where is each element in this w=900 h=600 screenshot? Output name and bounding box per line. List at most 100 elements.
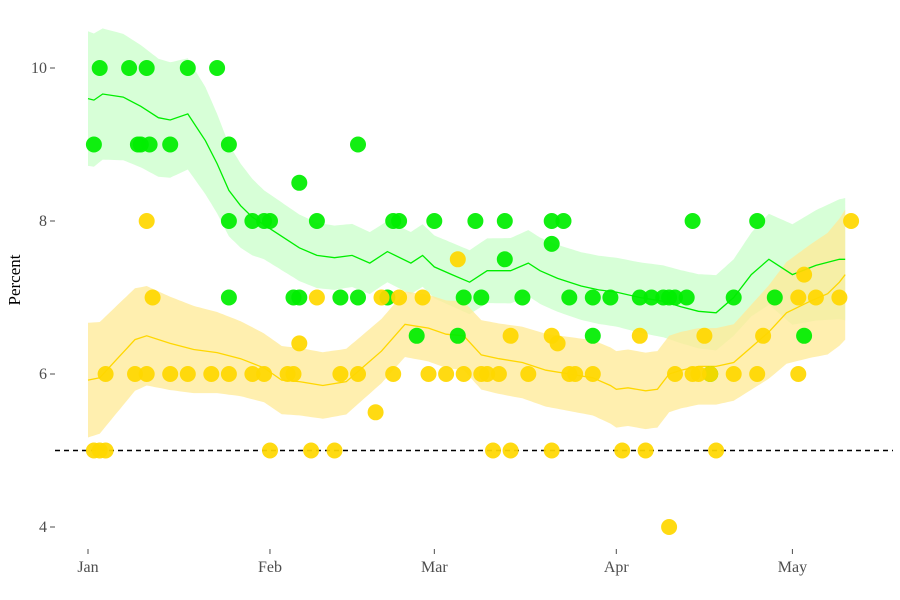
data-points	[85, 60, 860, 535]
data-point-series-2	[203, 366, 220, 382]
data-point-series-1	[350, 289, 366, 306]
data-point-series-1	[725, 289, 742, 306]
data-point-series-2	[502, 442, 519, 459]
data-point-series-2	[308, 289, 325, 306]
data-point-series-2	[667, 366, 683, 382]
data-point-series-2	[749, 366, 766, 382]
data-point-series-1	[308, 213, 325, 229]
data-point-series-1	[162, 136, 179, 153]
data-point-series-2	[138, 366, 155, 382]
data-point-series-2	[385, 366, 402, 382]
data-point-series-1	[141, 136, 158, 153]
data-point-series-1	[514, 289, 531, 306]
data-point-series-1	[602, 289, 619, 306]
data-point-series-2	[220, 366, 237, 382]
data-point-series-1	[496, 213, 513, 229]
data-point-series-2	[138, 213, 155, 229]
data-point-series-2	[332, 366, 349, 382]
data-point-series-2	[755, 327, 772, 344]
data-point-series-1	[467, 213, 484, 229]
data-point-series-2	[97, 442, 114, 459]
data-point-series-2	[303, 442, 320, 459]
data-point-series-2	[97, 366, 114, 382]
x-tick-label: May	[778, 559, 807, 576]
data-point-series-1	[350, 136, 366, 153]
data-point-series-2	[350, 366, 366, 382]
data-point-series-2	[725, 366, 742, 382]
confidence-band-2	[88, 209, 846, 438]
y-axis-title: Percent	[5, 254, 24, 305]
data-point-series-2	[831, 289, 848, 306]
data-point-series-2	[256, 366, 273, 382]
data-point-series-1	[291, 289, 308, 306]
trend-line-2	[87, 274, 846, 392]
data-point-series-2	[584, 366, 601, 382]
data-point-series-2	[696, 327, 713, 344]
data-point-series-1	[244, 213, 261, 229]
data-point-series-1	[555, 213, 572, 229]
data-point-series-1	[667, 289, 683, 306]
data-point-series-2	[127, 366, 143, 382]
data-point-series-1	[121, 60, 138, 76]
trend-line-1	[87, 93, 846, 314]
data-point-series-1	[766, 289, 783, 306]
data-point-series-1	[561, 289, 578, 306]
data-point-series-1	[678, 289, 695, 306]
data-point-series-2	[262, 442, 278, 459]
data-point-series-1	[179, 60, 196, 76]
data-point-series-2	[326, 442, 343, 459]
data-point-series-2	[790, 366, 807, 382]
data-point-series-1	[643, 289, 660, 306]
data-point-series-1	[220, 213, 237, 229]
confidence-band-1	[88, 28, 846, 351]
data-point-series-1	[220, 136, 237, 153]
data-point-series-1	[543, 213, 560, 229]
data-point-series-2	[438, 366, 455, 382]
data-point-series-2	[502, 327, 519, 344]
data-point-series-2	[179, 366, 196, 382]
data-point-series-1	[749, 213, 766, 229]
data-point-series-1	[391, 213, 408, 229]
data-point-series-1	[584, 327, 601, 344]
data-point-series-1	[408, 327, 425, 344]
data-point-series-1	[455, 289, 472, 306]
trend-lines	[87, 93, 846, 392]
data-point-series-2	[631, 327, 648, 344]
data-point-series-2	[637, 442, 654, 459]
data-point-series-2	[807, 289, 824, 306]
data-point-series-2	[543, 442, 560, 459]
data-point-series-1	[85, 136, 102, 153]
data-point-series-2	[790, 289, 807, 306]
y-tick-label: 4	[39, 519, 47, 536]
data-point-series-2	[690, 366, 707, 382]
x-tick-label: Apr	[604, 559, 630, 576]
data-point-series-1	[220, 289, 237, 306]
data-point-series-1	[262, 213, 278, 229]
data-point-series-1	[426, 213, 443, 229]
data-point-series-2	[414, 289, 431, 306]
confidence-bands	[88, 28, 846, 438]
data-point-series-2	[373, 289, 390, 306]
data-point-series-2	[244, 366, 261, 382]
data-point-series-2	[520, 366, 537, 382]
data-point-series-2	[708, 442, 725, 459]
data-point-series-1	[332, 289, 349, 306]
data-point-series-1	[209, 60, 226, 76]
data-point-series-1	[138, 60, 155, 76]
data-point-series-1	[631, 289, 648, 306]
x-tick-label: Feb	[258, 559, 282, 576]
y-tick-label: 6	[39, 366, 47, 383]
data-point-series-2	[661, 519, 678, 535]
data-point-series-2	[455, 366, 472, 382]
data-point-series-1	[543, 235, 560, 252]
y-axis: 4 6 8 10	[31, 60, 55, 536]
data-point-series-2	[479, 366, 496, 382]
data-point-series-1	[584, 289, 601, 306]
data-point-series-2	[162, 366, 179, 382]
data-point-series-2	[420, 366, 437, 382]
data-point-series-1	[449, 327, 466, 344]
data-point-series-1	[496, 251, 513, 268]
data-point-series-2	[391, 289, 408, 306]
y-tick-label: 8	[39, 213, 47, 230]
